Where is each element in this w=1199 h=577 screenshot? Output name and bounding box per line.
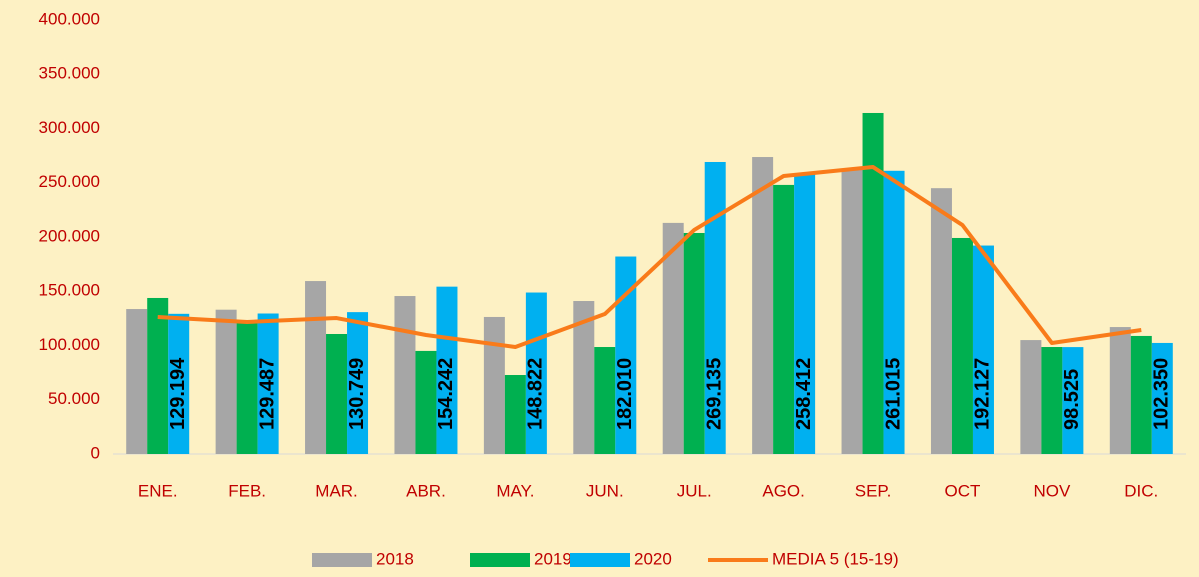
x-tick-label: OCT — [945, 481, 981, 500]
bar — [257, 313, 279, 454]
bar — [126, 309, 148, 454]
bar — [147, 297, 169, 454]
bar — [752, 157, 774, 454]
bar — [236, 320, 258, 454]
bar — [794, 173, 816, 454]
x-tick-label: MAR. — [315, 481, 358, 500]
bar — [347, 312, 369, 454]
data-label: 258.412 — [793, 358, 815, 430]
bar — [436, 286, 458, 454]
data-label: 192.127 — [972, 358, 994, 430]
legend-label: MEDIA 5 (15-19) — [772, 549, 899, 568]
x-tick-label: JUN. — [586, 481, 624, 500]
y-tick-label: 200.000 — [39, 226, 100, 245]
bar — [862, 112, 884, 454]
bar — [615, 256, 637, 454]
bar — [1151, 342, 1173, 454]
legend-label: 2020 — [634, 549, 672, 568]
data-label: 129.487 — [256, 358, 278, 430]
legend-swatch — [470, 553, 530, 567]
bar — [415, 350, 437, 454]
bar — [1041, 347, 1063, 454]
y-tick-label: 150.000 — [39, 281, 100, 300]
y-tick-label: 350.000 — [39, 64, 100, 83]
bar — [841, 169, 863, 455]
bar — [662, 222, 684, 454]
x-tick-label: MAY. — [496, 481, 534, 500]
y-tick-label: 0 — [91, 443, 100, 462]
bar — [1130, 335, 1152, 454]
y-tick-label: 50.000 — [48, 389, 100, 408]
bar — [704, 161, 726, 454]
bar — [573, 301, 595, 454]
legend-swatch — [570, 553, 630, 567]
line — [157, 165, 1142, 350]
bar — [1020, 340, 1042, 454]
bar — [525, 292, 547, 454]
x-tick-label: NOV — [1033, 481, 1071, 500]
data-label: 102.350 — [1151, 358, 1173, 430]
x-tick-label: FEB. — [228, 481, 266, 500]
bar — [215, 309, 237, 454]
y-tick-label: 300.000 — [39, 118, 100, 137]
bar — [168, 313, 190, 454]
bar — [394, 296, 416, 454]
y-tick-label: 400.000 — [39, 9, 100, 28]
data-label: 182.010 — [614, 358, 636, 430]
bar — [1062, 347, 1084, 454]
data-label: 130.749 — [346, 358, 368, 430]
bar — [683, 232, 705, 454]
y-tick-label: 100.000 — [39, 335, 100, 354]
x-tick-label: ENE. — [138, 481, 178, 500]
bar — [972, 245, 994, 454]
bar — [883, 170, 905, 455]
y-tick-label: 250.000 — [39, 172, 100, 191]
bar — [773, 184, 795, 455]
bar — [326, 333, 348, 454]
legend-label: 2018 — [376, 549, 414, 568]
data-label: 148.822 — [525, 358, 547, 430]
bar — [483, 316, 505, 454]
bar — [1109, 327, 1131, 454]
x-tick-label: JUL. — [677, 481, 712, 500]
bar — [930, 188, 952, 455]
data-label: 261.015 — [882, 358, 904, 430]
data-label: 98.525 — [1061, 369, 1083, 430]
bar — [504, 375, 526, 454]
legend-label: 2019 — [534, 549, 572, 568]
x-tick-label: ABR. — [406, 481, 446, 500]
data-label: 129.194 — [167, 357, 189, 430]
bar — [951, 237, 973, 454]
bar — [305, 281, 327, 454]
x-tick-label: DIC. — [1124, 481, 1158, 500]
legend-swatch — [312, 553, 372, 567]
data-label: 269.135 — [703, 358, 725, 430]
data-label: 154.242 — [435, 358, 457, 430]
x-tick-label: SEP. — [855, 481, 892, 500]
bar — [594, 347, 616, 454]
x-tick-label: AGO. — [762, 481, 805, 500]
